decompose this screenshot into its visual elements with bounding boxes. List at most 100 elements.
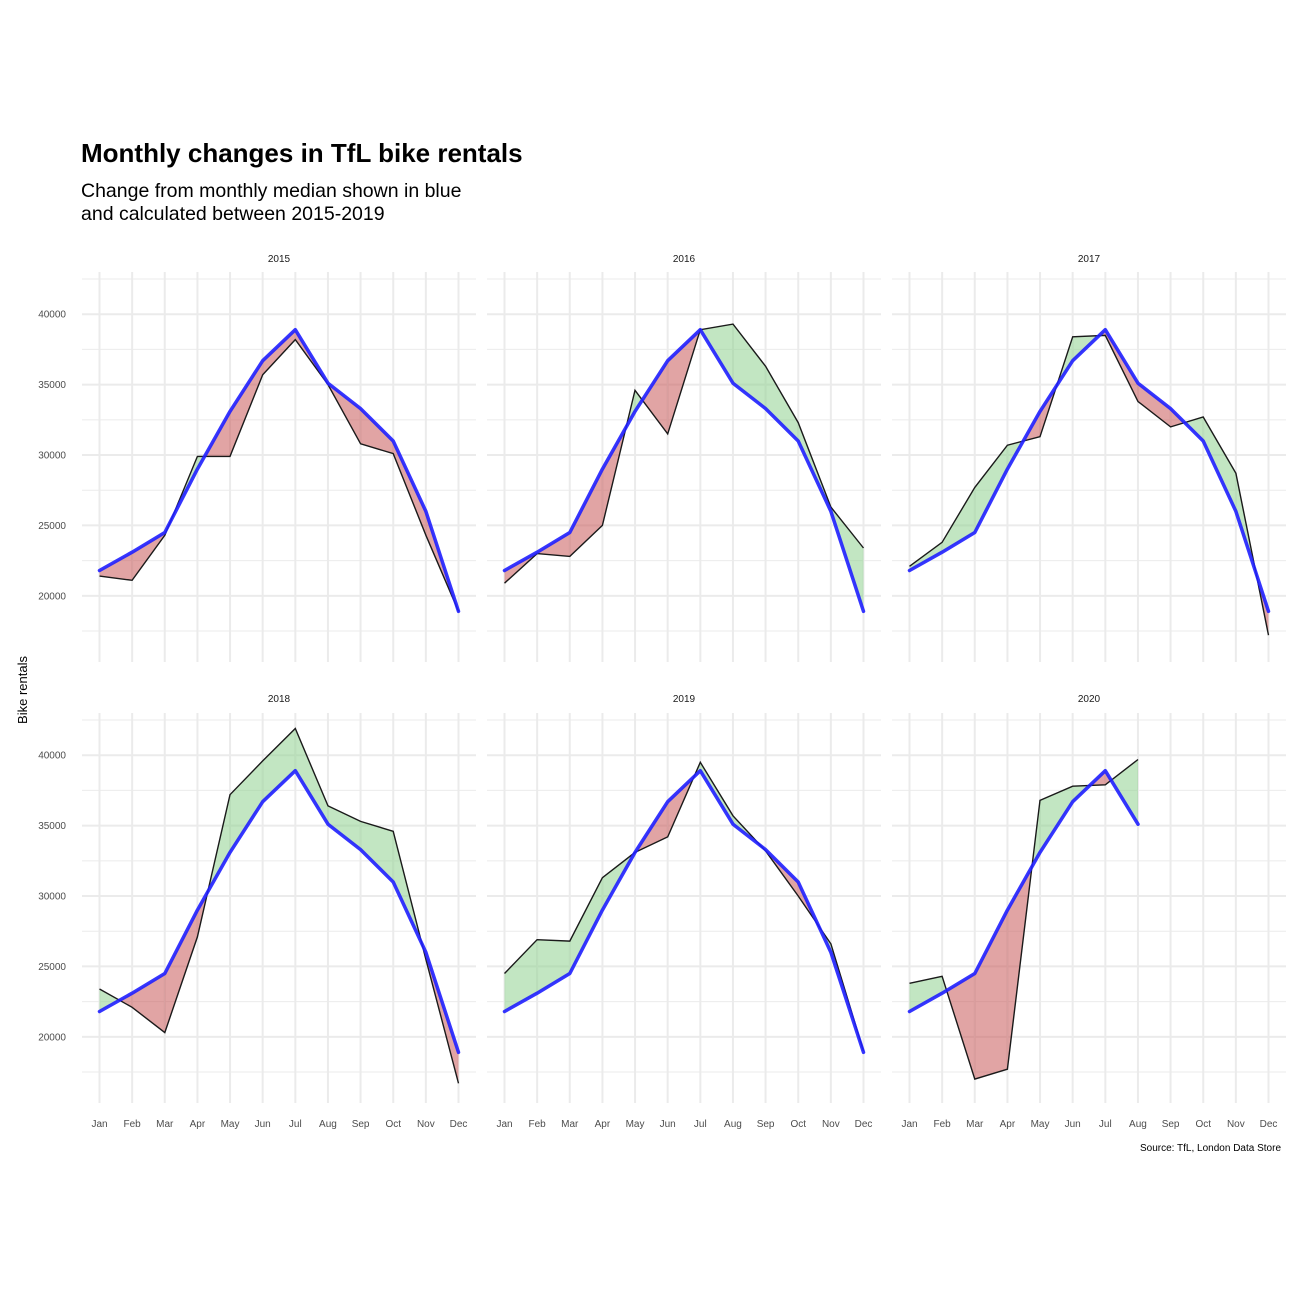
- y-tick-label: 30000: [38, 892, 66, 903]
- below-median-area: [262, 329, 296, 375]
- below-median-area: [946, 973, 975, 1080]
- above-median-area: [262, 728, 296, 802]
- x-tick-label: Jun: [255, 1119, 271, 1130]
- above-median-area: [765, 366, 799, 441]
- actual-rentals-line: [99, 727, 460, 1084]
- x-tick-label: Jun: [660, 1119, 676, 1130]
- above-median-area: [230, 760, 263, 853]
- y-tick-label: 40000: [38, 751, 66, 762]
- below-median-area: [230, 360, 263, 457]
- x-tick-label: Oct: [790, 1119, 806, 1130]
- subtitle-line-2: and calculated between 2015-2019: [81, 203, 385, 225]
- below-median-area: [164, 910, 198, 1033]
- below-median-area: [974, 910, 1008, 1080]
- y-tick-label: 30000: [38, 451, 66, 462]
- below-median-area: [99, 552, 133, 581]
- x-tick-label: Jan: [901, 1119, 917, 1130]
- x-tick-label: Apr: [595, 1119, 611, 1130]
- x-tick-label: Nov: [417, 1119, 435, 1130]
- y-tick-label: 20000: [38, 1032, 66, 1043]
- actual-rentals-line: [503, 760, 865, 1052]
- x-tick-label: Oct: [1195, 1119, 1211, 1130]
- x-tick-label: Jul: [694, 1119, 707, 1130]
- above-median-area: [569, 877, 603, 974]
- facet-panel-2020: 2020 Jan Feb Mar Apr May Jun Jul Aug Sep Oct Nov Dec: [892, 694, 1286, 1130]
- actual-rentals-line: [504, 323, 865, 584]
- below-median-area: [360, 408, 394, 454]
- above-median-area: [360, 821, 394, 882]
- actual-rentals-line: [909, 758, 1139, 1080]
- x-tick-label: Sep: [352, 1119, 370, 1130]
- above-median-area: [537, 939, 570, 994]
- x-tick-label: May: [626, 1119, 645, 1130]
- actual-rentals-line: [99, 338, 460, 612]
- x-tick-label: Jul: [1099, 1119, 1112, 1130]
- x-tick-label: Feb: [124, 1119, 142, 1130]
- x-tick-label: Sep: [757, 1119, 775, 1130]
- y-tick-label: 25000: [38, 521, 66, 532]
- y-tick-label: 35000: [38, 380, 66, 391]
- x-tick-label: Mar: [156, 1119, 174, 1130]
- x-tick-label: Mar: [966, 1119, 984, 1130]
- below-median-area: [569, 469, 603, 557]
- x-tick-label: Feb: [529, 1119, 547, 1130]
- x-tick-label: Dec: [855, 1119, 873, 1130]
- actual-rentals-line: [909, 334, 1270, 636]
- x-tick-label: Dec: [450, 1119, 468, 1130]
- source-caption: Source: TfL, London Data Store: [1139, 1143, 1281, 1154]
- above-median-area: [504, 939, 538, 1012]
- x-tick-label: Dec: [1260, 1119, 1278, 1130]
- x-tick-label: May: [1031, 1119, 1050, 1130]
- facet-label: 2017: [1078, 254, 1101, 265]
- median-line: [97, 768, 461, 1055]
- below-median-area: [642, 360, 668, 434]
- y-tick-label: 40000: [38, 310, 66, 321]
- facet-label: 2015: [268, 254, 291, 265]
- facet-panel-2015: 2015 20000 25000 30000 35000 40000: [38, 254, 476, 662]
- above-median-area: [909, 976, 943, 1012]
- median-line: [907, 327, 1271, 614]
- facet-label: 2016: [673, 254, 696, 265]
- facet-label: 2020: [1078, 694, 1101, 705]
- above-median-area: [328, 805, 361, 850]
- above-median-area: [1203, 417, 1236, 512]
- x-tick-label: Jan: [91, 1119, 107, 1130]
- chart-title: Monthly changes in TfL bike rentals: [81, 138, 523, 168]
- x-tick-label: Aug: [1129, 1119, 1147, 1130]
- x-tick-label: Mar: [561, 1119, 579, 1130]
- x-tick-label: Jan: [496, 1119, 512, 1130]
- median-line: [907, 768, 1140, 1014]
- x-tick-label: Nov: [822, 1119, 840, 1130]
- above-median-area: [295, 728, 328, 825]
- below-median-area: [1138, 383, 1171, 427]
- y-tick-label: 20000: [38, 591, 66, 602]
- x-tick-label: Feb: [934, 1119, 952, 1130]
- median-line: [502, 327, 866, 614]
- x-tick-label: May: [221, 1119, 240, 1130]
- above-median-area: [99, 989, 120, 1012]
- above-median-area: [1040, 786, 1073, 853]
- x-tick-label: Jul: [289, 1119, 302, 1130]
- x-tick-label: Apr: [190, 1119, 206, 1130]
- chart-subtitle: Change from monthly median shown in blue…: [81, 180, 461, 226]
- x-tick-label: Nov: [1227, 1119, 1245, 1130]
- x-tick-label: Oct: [385, 1119, 401, 1130]
- subtitle-line-1: Change from monthly median shown in blue: [81, 180, 462, 202]
- facet-panel-2016: 2016: [487, 254, 881, 662]
- y-tick-label: 25000: [38, 962, 66, 973]
- facet-panel-2019: 2019 Jan Feb Mar Apr May Jun Jul Aug Sep Oct Nov Dec: [487, 694, 881, 1130]
- above-median-area: [909, 542, 943, 571]
- x-tick-label: Aug: [724, 1119, 742, 1130]
- x-tick-label: Aug: [319, 1119, 337, 1130]
- facet-panel-2017: 2017: [892, 254, 1286, 662]
- x-tick-label: Sep: [1162, 1119, 1180, 1130]
- x-tick-label: Apr: [1000, 1119, 1016, 1130]
- facet-label: 2019: [673, 694, 696, 705]
- above-median-area: [974, 445, 1008, 533]
- facet-label: 2018: [268, 694, 291, 705]
- below-median-area: [393, 441, 426, 536]
- median-line: [97, 327, 461, 614]
- x-tick-label: Jun: [1065, 1119, 1081, 1130]
- y-tick-label: 35000: [38, 821, 66, 832]
